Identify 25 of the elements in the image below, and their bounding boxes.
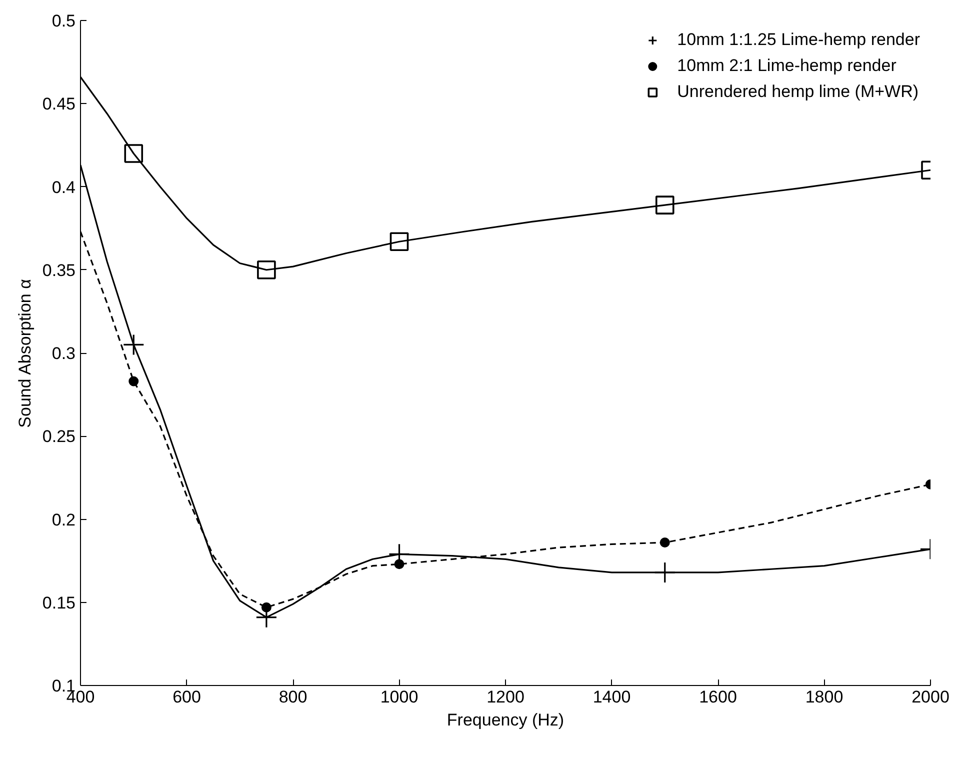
legend-label: Unrendered hemp lime (M+WR) <box>677 82 919 102</box>
y-tick-label: 0.45 <box>42 94 76 114</box>
y-tick-label: 0.25 <box>42 427 76 446</box>
x-tick-label: 1200 <box>486 688 524 706</box>
y-tick-label: 0.15 <box>42 593 76 612</box>
y-tick-label: 0.2 <box>52 510 76 530</box>
x-axis-title: Frequency (Hz) <box>446 710 564 730</box>
y-axis-title: Sound Absorption α <box>15 278 34 428</box>
x-tick-label: 1600 <box>699 688 737 706</box>
legend-label: 10mm 1:1.25 Lime-hemp render <box>677 30 920 50</box>
x-tick-label: 2000 <box>912 688 950 706</box>
x-tick-label: 800 <box>278 688 308 706</box>
point <box>122 334 144 356</box>
legend-label: 10mm 2:1 Lime-hemp render <box>677 56 896 76</box>
x-tick-label: 1400 <box>592 688 631 706</box>
y-tick-label: 0.3 <box>52 344 76 363</box>
y-tick-label: 0.5 <box>52 12 76 30</box>
x-tick-label: 600 <box>172 688 201 706</box>
point <box>390 232 409 252</box>
point <box>655 196 674 214</box>
y-tick-label: 0.35 <box>42 260 76 280</box>
y-tick-label: 0.4 <box>52 178 76 197</box>
point <box>257 260 276 280</box>
x-tick-label: 1000 <box>380 688 418 706</box>
x-tick-label: 1800 <box>805 688 844 706</box>
